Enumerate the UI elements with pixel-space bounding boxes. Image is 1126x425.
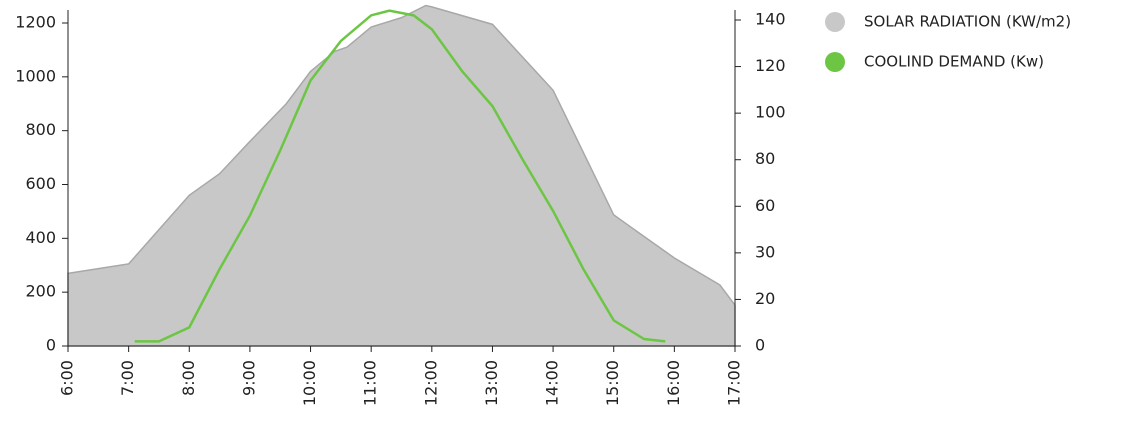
- x-tick-label: 8:00: [179, 360, 198, 396]
- y-tick-label: 0: [46, 336, 56, 355]
- y-tick-label: 400: [25, 228, 56, 247]
- x-tick-label: 17:00: [725, 360, 744, 406]
- x-tick-label: 6:00: [58, 360, 77, 396]
- y2-tick-label: 20: [755, 289, 775, 308]
- y2-tick-label: 80: [755, 149, 775, 168]
- legend-marker: [825, 52, 845, 72]
- y-tick-label: 200: [25, 282, 56, 301]
- legend-label: COOLIND DEMAND (Kw): [864, 53, 1044, 71]
- x-tick-label: 12:00: [421, 360, 440, 406]
- x-tick-label: 10:00: [300, 360, 319, 406]
- legend-label: SOLAR RADIATION (KW/m2): [864, 13, 1071, 31]
- y2-tick-label: 60: [755, 196, 775, 215]
- x-tick-label: 15:00: [603, 360, 622, 406]
- y2-tick-label: 100: [755, 103, 786, 122]
- y2-tick-label: 140: [755, 10, 786, 29]
- x-tick-label: 9:00: [239, 360, 258, 396]
- y-tick-label: 600: [25, 174, 56, 193]
- x-tick-label: 7:00: [118, 360, 137, 396]
- area: [67, 4, 736, 347]
- x-tick-label: 13:00: [482, 360, 501, 406]
- y-tick-label: 1200: [15, 13, 56, 32]
- y2-tick-label: 30: [755, 242, 775, 261]
- y-tick-label: 1000: [15, 66, 56, 85]
- x-tick-label: 11:00: [361, 360, 380, 406]
- y-tick-label: 800: [25, 120, 56, 139]
- y2-tick-label: 0: [755, 336, 765, 355]
- x-tick-label: 14:00: [543, 360, 562, 406]
- line: [134, 9, 666, 343]
- x-tick-label: 16:00: [664, 360, 683, 406]
- y2-tick-label: 120: [755, 56, 786, 75]
- legend-marker: [825, 12, 845, 32]
